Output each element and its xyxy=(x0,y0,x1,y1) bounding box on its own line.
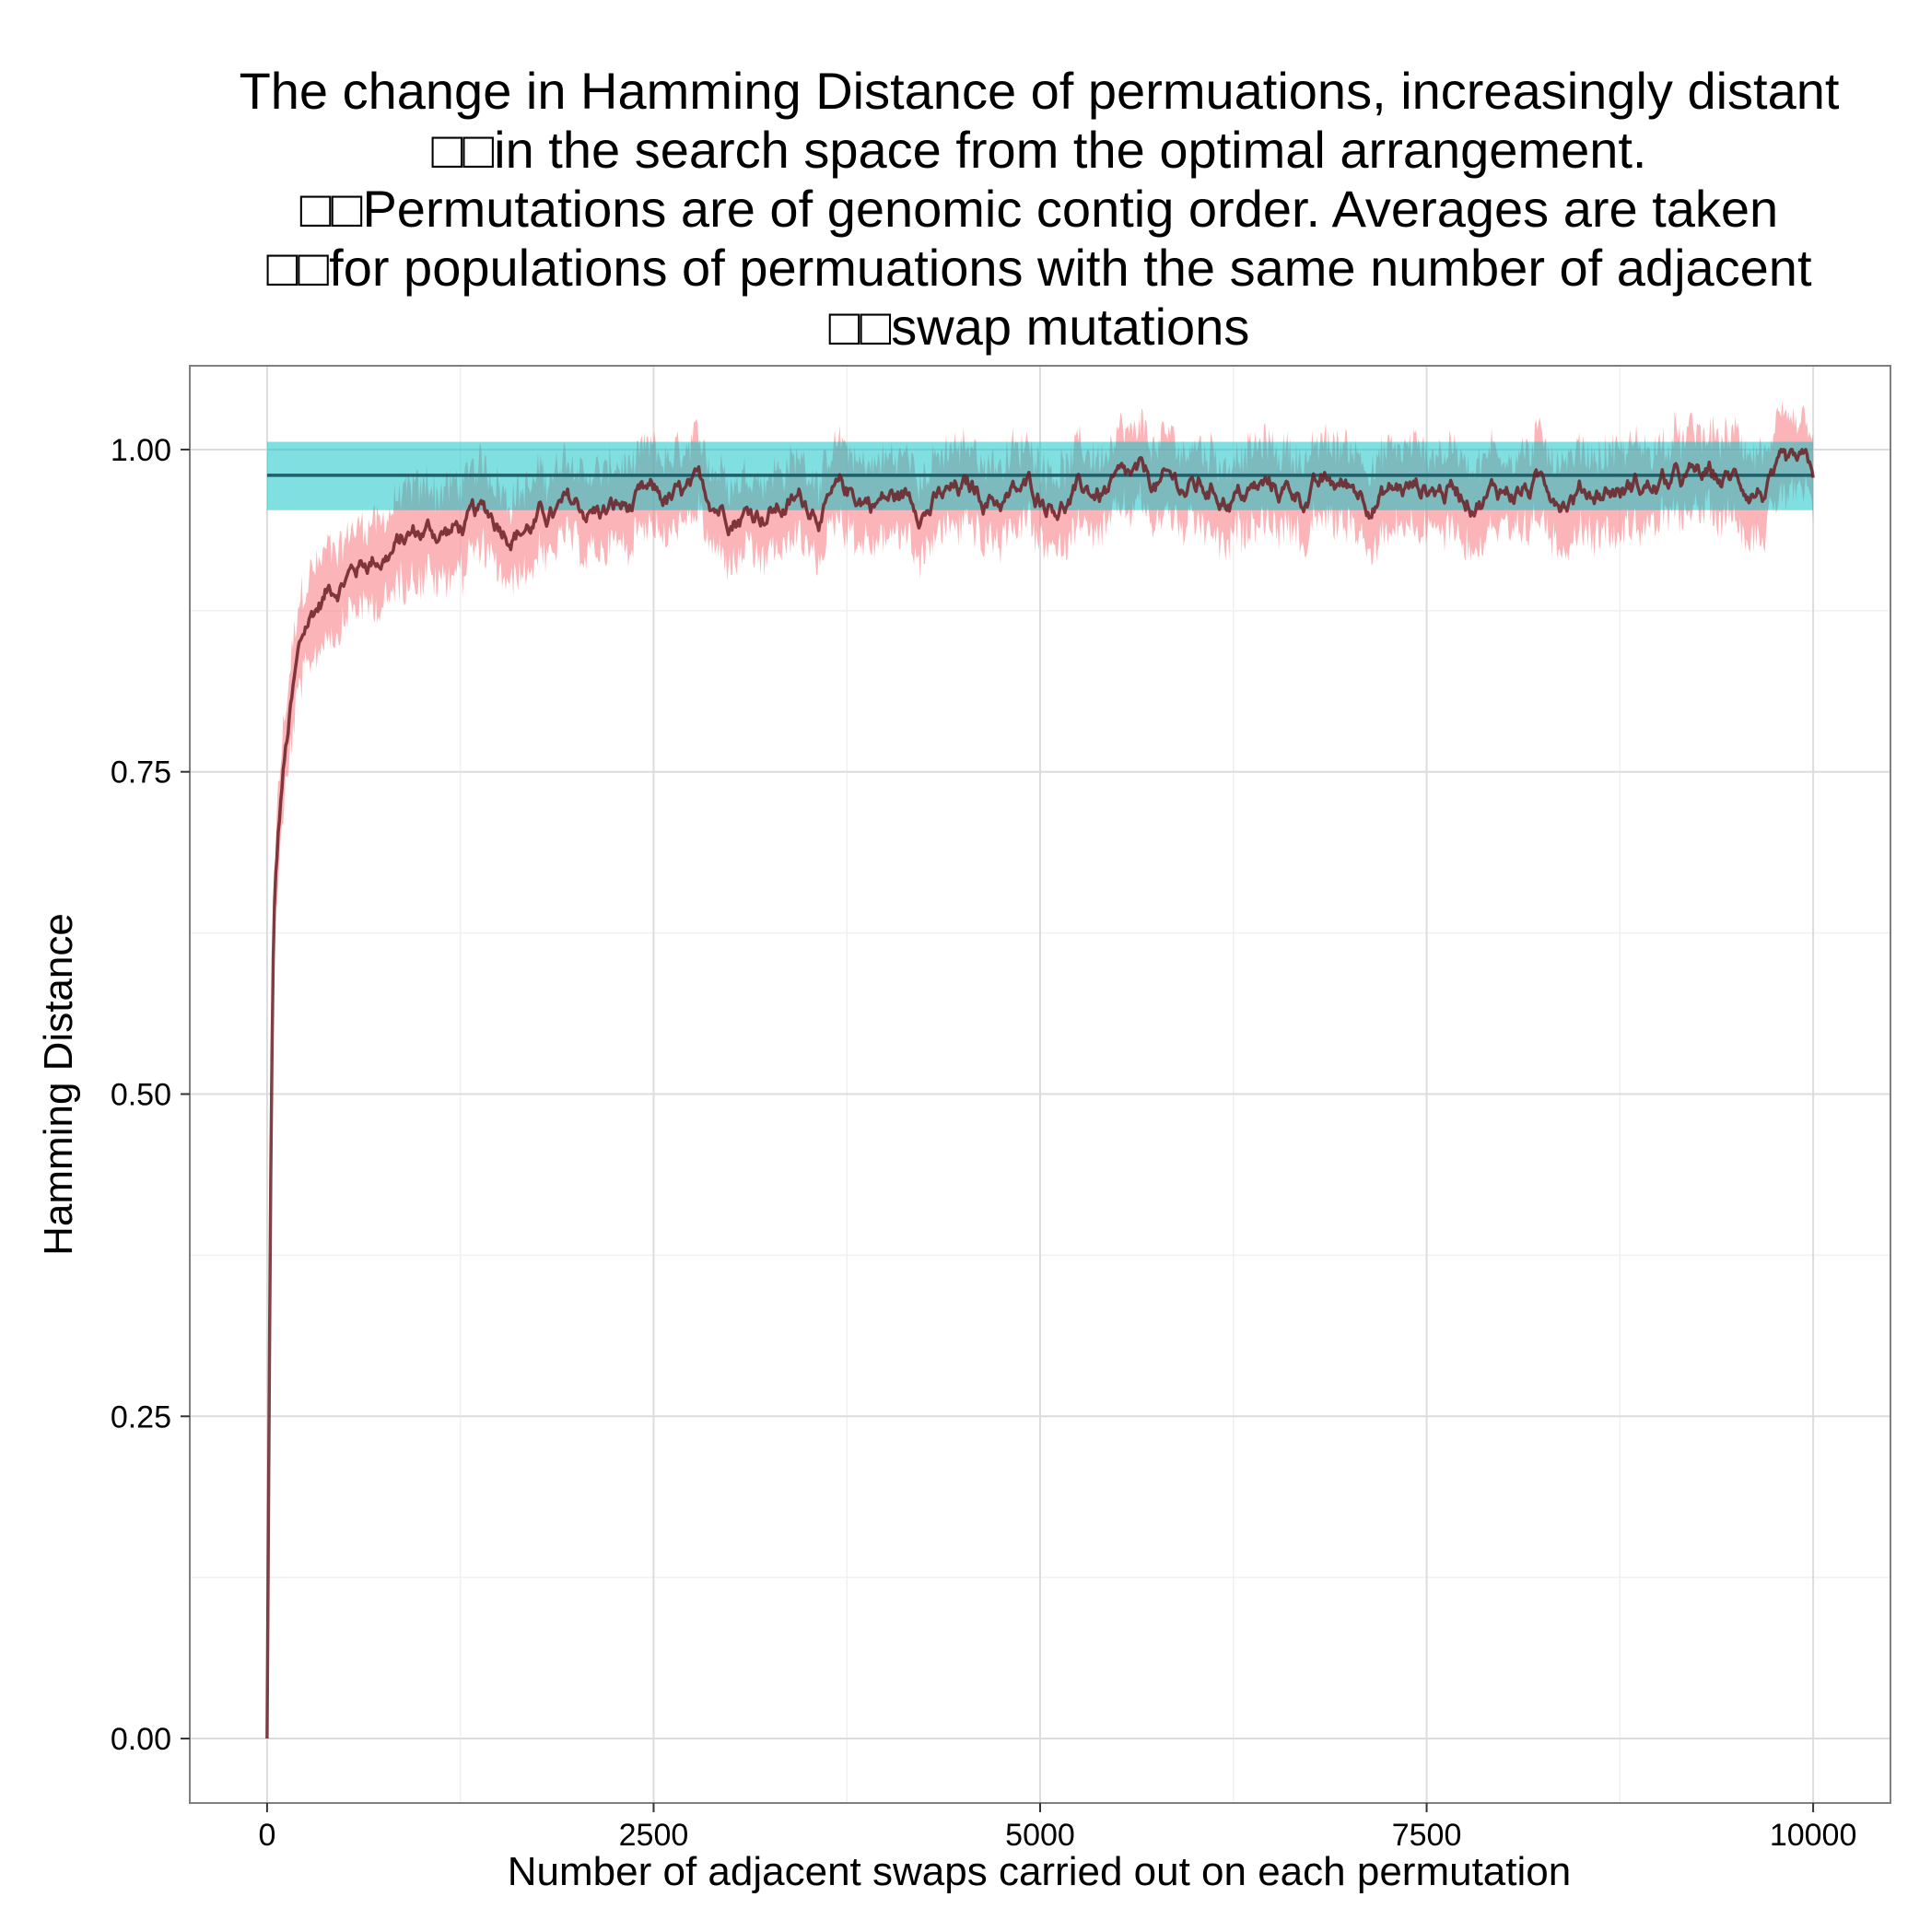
y-axis-title: Hamming Distance xyxy=(36,913,81,1256)
series-1-line xyxy=(265,448,1815,1739)
y-axis: 0.00 0.25 0.50 0.75 1.00 xyxy=(111,433,190,1757)
x-tick-label: 5000 xyxy=(1005,1818,1075,1853)
x-tick-label: 0 xyxy=(258,1818,275,1853)
x-tick-label: 2500 xyxy=(619,1818,689,1853)
x-tick-label: 7500 xyxy=(1392,1818,1462,1853)
y-tick-label: 0.00 xyxy=(111,1722,171,1757)
chart-title-line-4: □□for populations of permuations with th… xyxy=(266,239,1811,297)
y-tick-label: 0.50 xyxy=(111,1077,171,1112)
chart-title: The change in Hamming Distance of permua… xyxy=(240,62,1840,356)
x-axis: 0 2500 5000 7500 10000 xyxy=(258,1803,1856,1853)
grid xyxy=(190,366,1890,1803)
chart-title-line-5: □□swap mutations xyxy=(829,298,1250,356)
chart-title-line-3: □□Permutations are of genomic contig ord… xyxy=(300,180,1778,238)
y-tick-label: 0.25 xyxy=(111,1399,171,1434)
x-tick-label: 10000 xyxy=(1770,1818,1857,1853)
chart-title-line-1: The change in Hamming Distance of permua… xyxy=(240,62,1840,120)
y-tick-label: 0.75 xyxy=(111,755,171,790)
chart-title-line-2: □□in the search space from the optimal a… xyxy=(432,121,1647,179)
y-tick-label: 1.00 xyxy=(111,433,171,468)
plot-series xyxy=(265,400,1815,1739)
x-axis-title: Number of adjacent swaps carried out on … xyxy=(508,1849,1571,1894)
